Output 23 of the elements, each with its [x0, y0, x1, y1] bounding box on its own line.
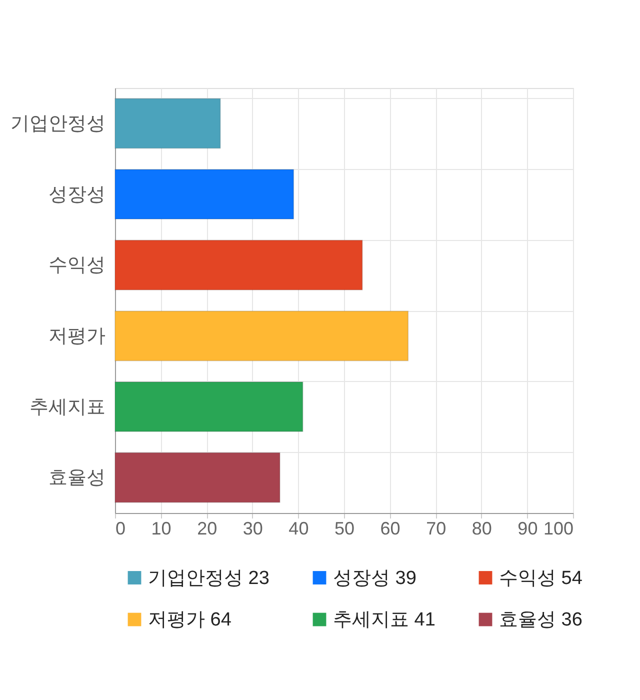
x-tick-label: 30 [242, 518, 263, 538]
legend-label: 추세지표 41 [333, 610, 436, 630]
y-tick-label: 추세지표 [30, 396, 106, 418]
legend-label: 수익성 54 [499, 568, 583, 589]
y-tick-label: 성장성 [48, 184, 106, 206]
legend-label: 효율성 36 [499, 610, 582, 630]
x-tick-label: 60 [380, 518, 400, 538]
legend-label: 기업안정성 23 [148, 568, 270, 589]
legend-label: 성장성 39 [333, 568, 416, 589]
x-tick-label: 10 [151, 518, 172, 538]
x-tick-label: 70 [426, 518, 446, 538]
x-tick-label: 80 [472, 518, 492, 538]
x-tick-label: 0 [116, 518, 126, 538]
x-tick-label: 50 [334, 518, 355, 538]
x-tick-label: 20 [197, 518, 218, 538]
x-tick-label: 100 [543, 518, 574, 538]
legend-label: 저평가 64 [148, 610, 232, 630]
y-tick-label: 저평가 [48, 326, 106, 347]
y-tick-label: 효율성 [48, 468, 106, 489]
y-tick-label: 기업안정성 [10, 113, 106, 134]
x-tick-label: 90 [518, 518, 538, 538]
x-tick-label: 40 [288, 518, 309, 538]
y-tick-label: 수익성 [48, 255, 106, 276]
